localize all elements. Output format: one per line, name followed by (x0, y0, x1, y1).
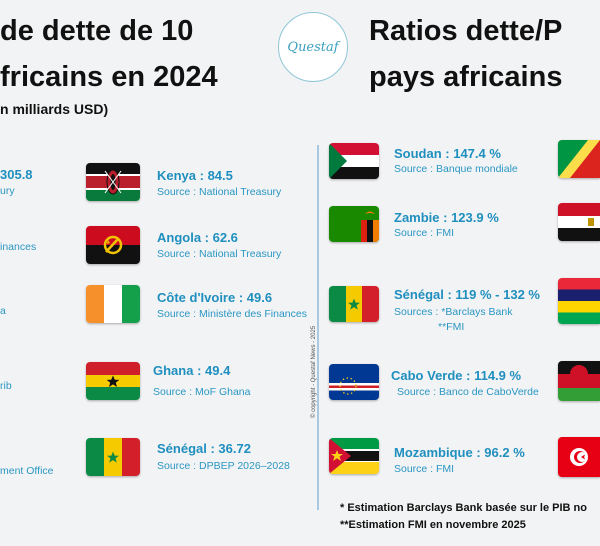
left-fragment-source: ury (0, 185, 15, 197)
left-fragment-source: ment Office (0, 465, 54, 477)
left-item-source-kenya: Source : National Treasury (157, 186, 282, 198)
ghana-flag-icon (86, 362, 140, 400)
right-item-source2-senegal: **FMI (438, 321, 465, 333)
sudan-flag-icon (329, 143, 379, 179)
left-fragment-source: rib (0, 380, 12, 392)
left-subtitle: n milliards USD) (0, 101, 109, 117)
angola-flag-icon (86, 226, 140, 264)
left-fragment-source: a (0, 305, 6, 317)
right-item-name-senegal: Sénégal : 119 % - 132 % (394, 287, 540, 302)
column-divider (317, 145, 319, 510)
zambia-flag-icon (329, 206, 379, 242)
right-item-name-cabo-verde: Cabo Verde : 114.9 % (391, 368, 522, 383)
right-item-name-zambia: Zambie : 123.9 % (394, 210, 499, 225)
right-title-line1: Ratios dette/P (369, 15, 563, 47)
left-item-name-kenya: Kenya : 84.5 (157, 168, 233, 183)
malawi-flag-icon (558, 361, 600, 401)
footnote-barclays: * Estimation Barclays Bank basée sur le … (340, 502, 587, 514)
mauritius-flag-icon (558, 278, 600, 324)
mozambique-flag-icon (329, 438, 379, 474)
right-item-name-mozambique: Mozambique : 96.2 % (394, 445, 525, 460)
senegal-flag-icon (86, 438, 140, 476)
left-title-line2: fricains en 2024 (0, 61, 218, 93)
left-title-line1: de dette de 10 (0, 15, 194, 47)
right-item-source-senegal: Sources : *Barclays Bank (394, 306, 513, 318)
cote-divoire-flag-icon (86, 285, 140, 323)
right-item-source-cabo-verde: Source : Banco de CaboVerde (397, 386, 539, 398)
left-item-name-senegal: Sénégal : 36.72 (157, 441, 251, 456)
right-item-source-sudan: Source : Banque mondiale (394, 163, 518, 175)
cabo-verde-flag-icon (329, 364, 379, 400)
kenya-flag-icon (86, 163, 140, 201)
left-fragment-value: 305.8 (0, 167, 33, 182)
questaf-logo: Questaf (278, 12, 348, 82)
footnote-fmi: **Estimation FMI en novembre 2025 (340, 519, 526, 531)
tunisia-flag-icon (558, 437, 600, 477)
left-item-name-ghana: Ghana : 49.4 (153, 363, 231, 378)
senegal-flag-icon (329, 286, 379, 322)
copyright-text: © copyright - Questaf News - 2025 (311, 325, 317, 418)
right-item-source-zambia: Source : FMI (394, 227, 455, 239)
right-item-source-mozambique: Source : FMI (394, 463, 455, 475)
right-title-line2: pays africains (369, 61, 563, 93)
right-item-name-sudan: Soudan : 147.4 % (394, 146, 501, 161)
left-fragment-source: inances (0, 241, 37, 253)
left-item-source-ghana: Source : MoF Ghana (153, 386, 251, 398)
left-item-name-cote-divoire: Côte d'Ivoire : 49.6 (157, 290, 273, 305)
left-item-source-angola: Source : National Treasury (157, 248, 282, 260)
congo-flag-icon (558, 140, 600, 178)
left-item-source-cote-divoire: Source : Ministère des Finances (157, 308, 307, 320)
egypt-flag-icon (558, 203, 600, 241)
left-item-source-senegal: Source : DPBEP 2026–2028 (157, 460, 290, 472)
left-item-name-angola: Angola : 62.6 (157, 230, 238, 245)
